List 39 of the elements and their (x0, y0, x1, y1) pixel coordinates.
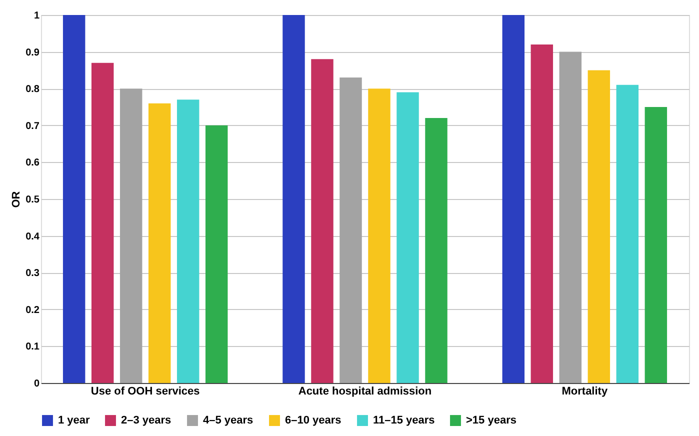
bar (205, 125, 228, 383)
bar (559, 52, 582, 383)
bar (616, 84, 639, 383)
y-tick-label: 1 (34, 10, 40, 22)
bar (368, 88, 390, 383)
y-tick-label: 0.2 (26, 304, 40, 316)
bar (588, 70, 610, 383)
y-tick-label: 0.1 (26, 342, 40, 353)
bar (62, 15, 86, 383)
y-tick-label: 0.5 (26, 194, 40, 206)
y-tick-label: 0.3 (26, 268, 40, 280)
y-tick-label: 0.9 (26, 47, 40, 58)
bar (644, 107, 668, 383)
y-tick-label: 0 (34, 378, 40, 390)
bar (282, 15, 305, 383)
bar (530, 44, 554, 383)
bar (148, 103, 171, 383)
x-tick-label: Mortality (562, 386, 608, 398)
y-tick-label: 0.8 (26, 84, 40, 96)
y-axis-title: OR (10, 191, 23, 208)
legend-label: 4–5 years (203, 414, 254, 427)
bar (396, 92, 419, 383)
y-tick-label: 0.7 (26, 120, 40, 132)
bar (176, 100, 200, 383)
bar (502, 15, 525, 383)
y-tick-label: 0.6 (26, 158, 40, 169)
legend-label: 2–3 years (121, 414, 172, 427)
bar (311, 59, 334, 383)
legend-label: 1 year (58, 414, 91, 427)
bar (91, 62, 114, 383)
bar (120, 88, 142, 383)
bar (340, 78, 362, 383)
x-tick-label: Acute hospital admission (298, 386, 432, 398)
legend-label: 11–15 years (373, 414, 435, 427)
x-tick-label: Use of OOH services (90, 386, 200, 398)
legend-label: >15 years (466, 414, 516, 427)
bar (425, 118, 448, 383)
legend-label: 6–10 years (285, 414, 342, 427)
y-tick-label: 0.4 (26, 231, 40, 242)
